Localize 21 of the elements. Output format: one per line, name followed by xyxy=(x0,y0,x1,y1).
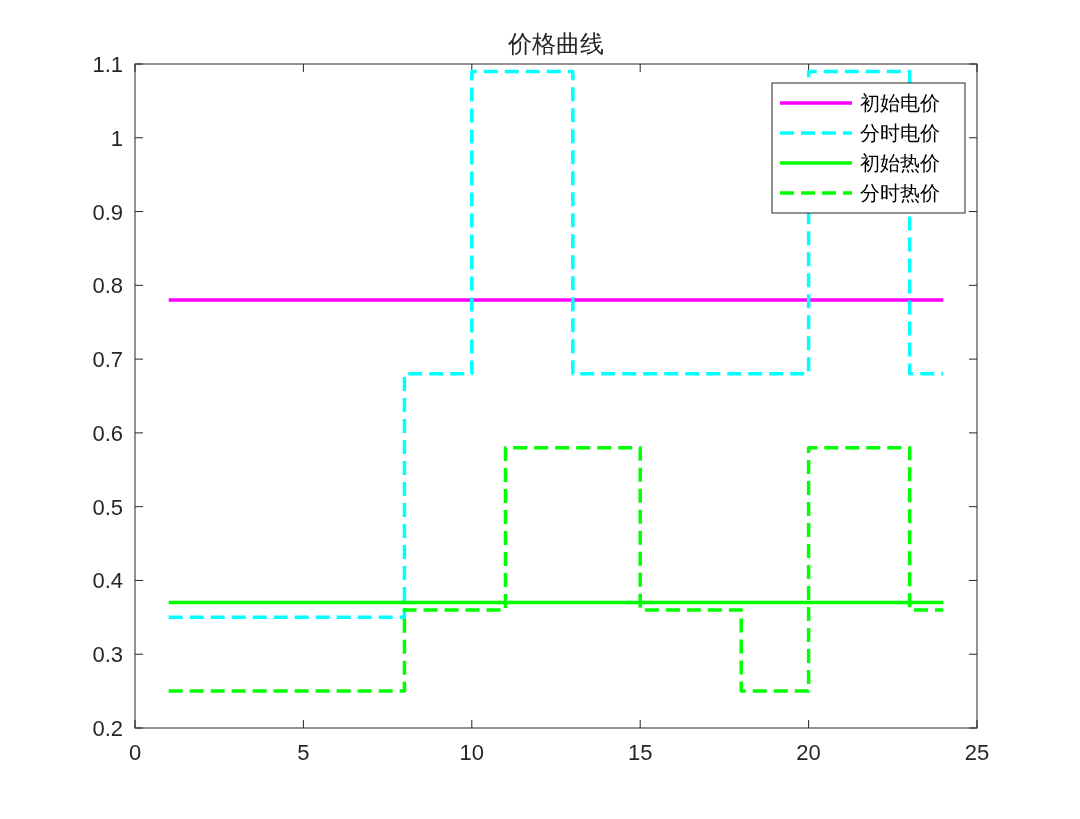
y-tick-label: 0.3 xyxy=(92,642,123,668)
chart-title: 价格曲线 xyxy=(507,30,604,57)
legend-label: 初始电价 xyxy=(860,92,940,114)
x-tick-label: 0 xyxy=(128,740,142,765)
x-tick-label: 5 xyxy=(297,740,310,765)
x-tick-label: 20 xyxy=(796,740,821,765)
x-tick-label: 10 xyxy=(459,740,485,765)
legend-label: 分时热价 xyxy=(860,182,940,204)
y-tick-label: 0.5 xyxy=(92,494,123,520)
y-tick-label: 0.9 xyxy=(92,199,123,225)
x-tick-label: 25 xyxy=(964,740,990,765)
y-tick-label: 0.8 xyxy=(92,273,123,299)
y-tick-label: 1 xyxy=(110,125,123,151)
x-tick-label: 15 xyxy=(627,740,653,765)
y-tick-label: 1.1 xyxy=(92,52,123,77)
y-tick-label: 0.2 xyxy=(92,716,123,741)
y-tick-label: 0.7 xyxy=(92,347,123,373)
y-tick-label: 0.4 xyxy=(92,568,123,594)
legend-label: 初始热价 xyxy=(860,152,940,174)
legend-label: 分时电价 xyxy=(860,122,940,144)
y-tick-label: 0.6 xyxy=(92,420,123,446)
